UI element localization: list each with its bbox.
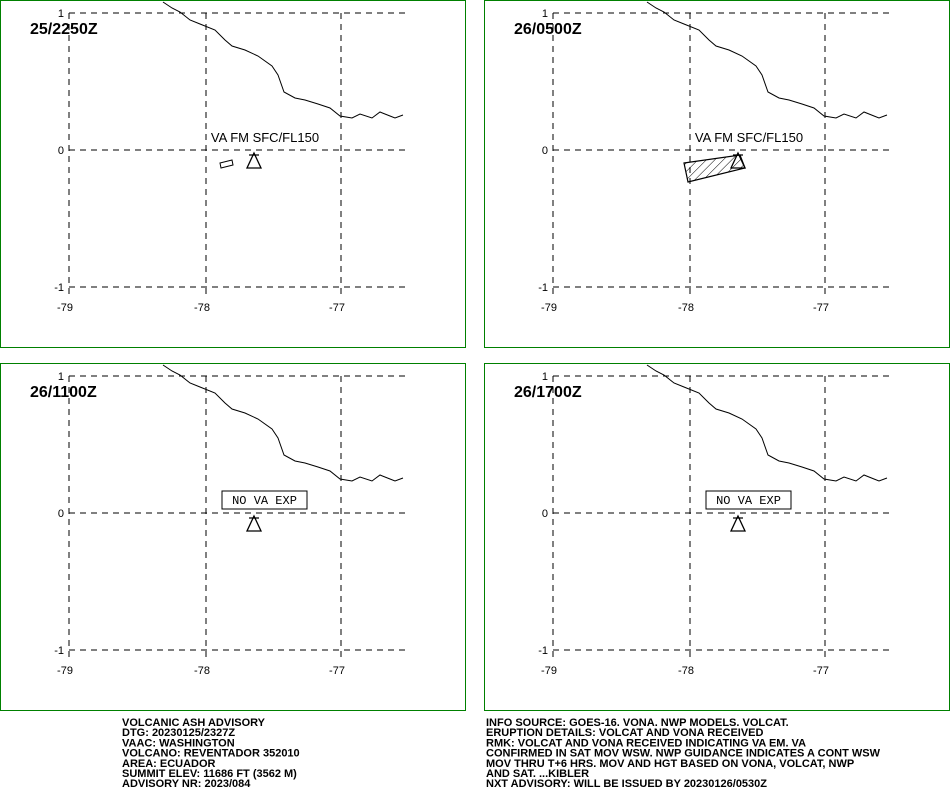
lat-label: 1 xyxy=(542,8,548,20)
lat-label: 1 xyxy=(58,371,64,383)
valid-time: 25/2250Z xyxy=(30,21,98,38)
advisory-line: VAAC: WASHINGTON xyxy=(122,737,235,749)
ash-area xyxy=(683,154,746,183)
no-ash-box xyxy=(221,490,308,510)
lat-label: -1 xyxy=(54,282,64,294)
lon-label: -78 xyxy=(194,302,210,314)
lat-label: -1 xyxy=(54,645,64,657)
lon-label: -78 xyxy=(678,665,694,677)
ash-annotation: VA FM SFC/FL150 xyxy=(211,130,319,145)
volcano-symbol xyxy=(245,151,263,169)
lat-label: 0 xyxy=(58,508,64,520)
ash-annotation: NO VA EXP xyxy=(232,494,297,508)
lat-label: 0 xyxy=(542,145,548,157)
advisory-line: VOLCANIC ASH ADVISORY xyxy=(122,717,266,729)
lon-label: -77 xyxy=(329,302,345,314)
advisory-line: VOLCANO: REVENTADOR 352010 xyxy=(122,748,300,760)
remark-line: AND SAT. ...KIBLER xyxy=(486,768,589,780)
lat-label: 1 xyxy=(58,8,64,20)
coastline xyxy=(162,1,404,119)
lat-label: 0 xyxy=(542,508,548,520)
advisory-line: AREA: ECUADOR xyxy=(122,758,216,770)
lon-label: -77 xyxy=(813,665,829,677)
volcano-symbol xyxy=(245,514,263,532)
remark-line: ERUPTION DETAILS: VOLCAT AND VONA RECEIV… xyxy=(486,727,764,739)
lon-label: -79 xyxy=(541,302,557,314)
coastline xyxy=(646,364,888,482)
panel-border xyxy=(0,363,466,711)
lon-label: -78 xyxy=(678,302,694,314)
coastline xyxy=(646,1,888,119)
no-ash-box xyxy=(705,490,792,510)
map-panel: -79 -78 -77 1 0 -1 26/0500Z VA FM SFC/FL150 xyxy=(484,0,950,348)
coastline xyxy=(162,364,404,482)
ash-annotation: NO VA EXP xyxy=(716,494,781,508)
lat-label: -1 xyxy=(538,282,548,294)
map-panel: -79 -78 -77 1 0 -1 25/2250Z VA FM SFC/FL150 xyxy=(0,0,466,348)
lon-label: -79 xyxy=(541,665,557,677)
lat-label: -1 xyxy=(538,645,548,657)
lat-label: 0 xyxy=(58,145,64,157)
ash-area xyxy=(219,159,234,169)
lon-label: -78 xyxy=(194,665,210,677)
advisory-line: SUMMIT ELEV: 11686 FT (3562 M) xyxy=(122,768,297,780)
advisory-line: ADVISORY NR: 2023/084 xyxy=(122,778,251,790)
lon-label: -77 xyxy=(329,665,345,677)
remark-line: NXT ADVISORY: WILL BE ISSUED BY 20230126… xyxy=(486,778,767,790)
remark-line: CONFIRMED IN SAT MOV WSW. NWP GUIDANCE I… xyxy=(486,748,881,760)
remark-line: INFO SOURCE: GOES-16. VONA. NWP MODELS. … xyxy=(486,717,789,729)
valid-time: 26/1100Z xyxy=(30,384,97,401)
panel-border xyxy=(484,363,950,711)
map-panel: -79 -78 -77 1 0 -1 26/1100Z NO VA EXP xyxy=(0,363,466,711)
advisory-line: DTG: 20230125/2327Z xyxy=(122,727,235,739)
panel-border xyxy=(0,0,466,348)
lon-label: -79 xyxy=(57,665,73,677)
map-panel: -79 -78 -77 1 0 -1 26/1700Z NO VA EXP xyxy=(484,363,950,711)
volcano-symbol xyxy=(729,514,747,532)
lon-label: -79 xyxy=(57,302,73,314)
lon-label: -77 xyxy=(813,302,829,314)
valid-time: 26/1700Z xyxy=(514,384,582,401)
remark-line: MOV THRU T+6 HRS. MOV AND HGT BASED ON V… xyxy=(486,758,854,770)
ash-annotation: VA FM SFC/FL150 xyxy=(695,130,803,145)
remark-line: RMK: VOLCAT AND VONA RECEIVED INDICATING… xyxy=(486,737,806,749)
lat-label: 1 xyxy=(542,371,548,383)
valid-time: 26/0500Z xyxy=(514,21,582,38)
